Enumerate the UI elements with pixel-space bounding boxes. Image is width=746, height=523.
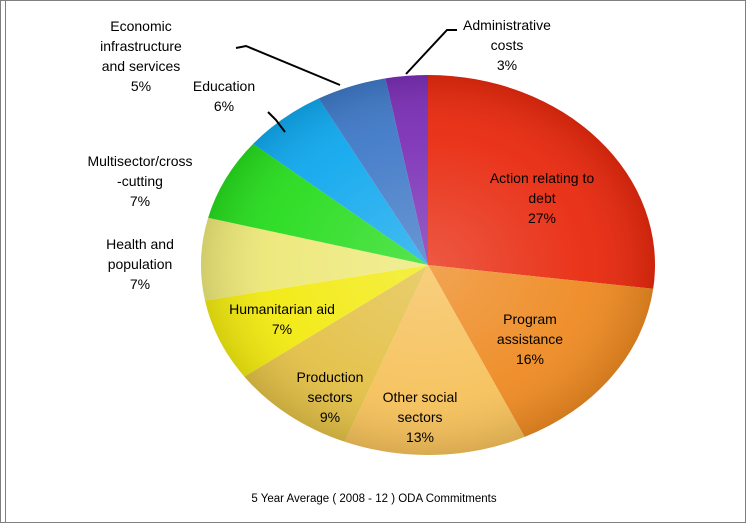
leader-line-9 [235,44,341,86]
slice-label-7: Multisector/cross -cutting 7% [87,153,192,209]
leader-line-10 [405,29,457,75]
chart-inner-border [5,1,746,522]
pie-shading [201,75,655,455]
slice-label-3: Other social sectors 13% [383,389,458,445]
slice-label-5: Humanitarian aid 7% [229,301,335,337]
leader-lines [235,29,457,133]
pie-slices [200,75,655,456]
slice-label-9: Economic infrastructure and services 5% [100,18,182,94]
slice-labels: Action relating to debt 27% Program assistan… [87,17,594,445]
slice-label-1: Action relating to debt 27% [490,170,594,226]
slice-label-2: Program assistance 16% [497,311,563,367]
slice-label-8: Education 6% [193,78,255,114]
slice-label-4: Production sectors 9% [297,369,364,425]
slice-label-6: Health and population 7% [106,236,174,292]
leader-line-8 [267,111,286,133]
slice-label-10: Administrative costs 3% [463,17,551,73]
chart-caption: 5 Year Average ( 2008 - 12 ) ODA Commitm… [251,493,496,505]
